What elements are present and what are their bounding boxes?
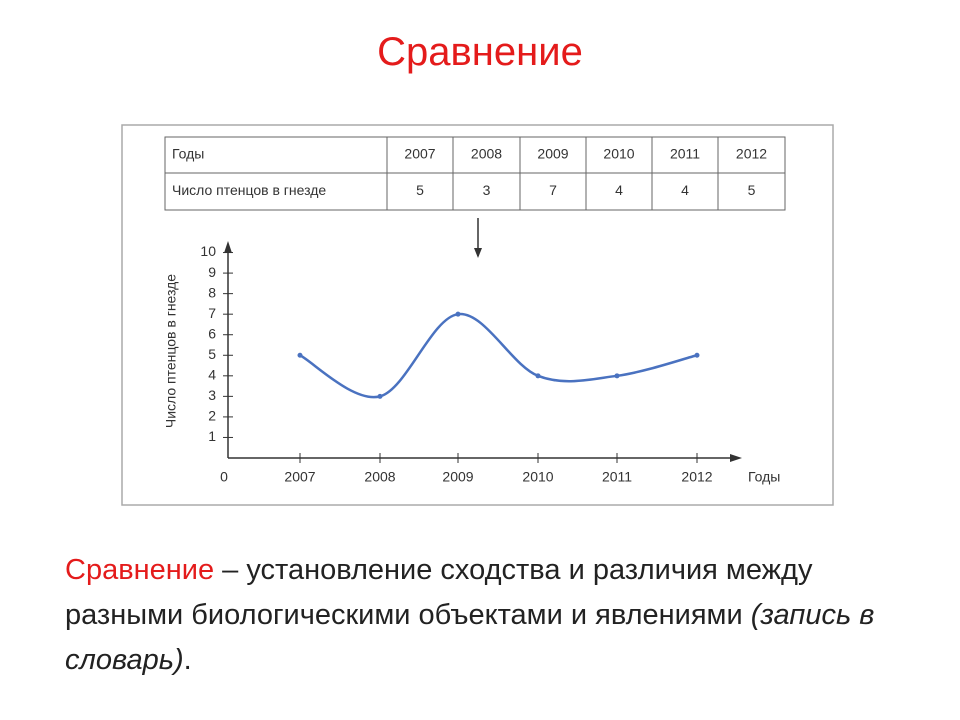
data-point	[694, 352, 700, 358]
definition-end: .	[183, 644, 192, 676]
table-cell: 2009	[537, 146, 568, 162]
x-tick-label: 2007	[284, 469, 315, 485]
table-cell: 7	[549, 182, 557, 198]
table-cell: 4	[681, 182, 689, 198]
table-cell: 4	[615, 182, 623, 198]
x-tick-label: 2010	[522, 469, 553, 485]
data-point	[614, 373, 620, 379]
y-tick-label: 8	[208, 284, 216, 300]
data-line	[299, 312, 698, 399]
y-tick-label: 0	[220, 469, 228, 485]
definition-note: (запись в словарь)	[65, 599, 875, 676]
x-axis-label: Годы	[748, 469, 780, 485]
x-tick-label: 2008	[364, 469, 395, 485]
y-tick-label: 6	[208, 325, 216, 341]
data-point	[535, 373, 541, 379]
table-cell: 2008	[471, 146, 502, 162]
definition: Сравнение – установление сходства и разл…	[65, 548, 895, 683]
data-point	[297, 352, 303, 358]
table-cell: 5	[748, 182, 756, 198]
table-row-header: Годы	[172, 146, 204, 162]
y-axis-arrow	[224, 241, 232, 253]
y-tick-label: 1	[208, 428, 216, 444]
table-cell: 2007	[404, 146, 435, 162]
slide-title: Сравнение	[377, 30, 583, 74]
figure-frame	[121, 124, 834, 506]
pointer-arrow-head	[474, 248, 482, 258]
table-cell: 2012	[736, 146, 767, 162]
y-tick-label: 5	[208, 346, 216, 362]
y-axis-label: Число птенцов в гнезде	[163, 274, 179, 428]
y-tick-label: 4	[208, 367, 216, 383]
x-tick-label: 2012	[681, 469, 712, 485]
y-tick-label: 10	[200, 243, 216, 259]
definition-text: – установление сходства и различия между…	[65, 554, 813, 631]
x-axis-arrow	[730, 454, 742, 462]
table-row-header: Число птенцов в гнезде	[172, 182, 326, 198]
definition-term: Сравнение	[65, 554, 215, 586]
data-point	[455, 311, 461, 317]
y-tick-label: 7	[208, 305, 216, 321]
data-point	[377, 393, 383, 399]
table-cell: 2010	[603, 146, 634, 162]
x-tick-label: 2009	[442, 469, 473, 485]
y-tick-label: 2	[208, 408, 216, 424]
table-cell: 2011	[670, 146, 700, 162]
y-tick-label: 9	[208, 264, 216, 280]
table-cell: 5	[416, 182, 424, 198]
table-cell: 3	[483, 182, 491, 198]
y-tick-label: 3	[208, 387, 216, 403]
x-tick-label: 2011	[602, 469, 632, 485]
